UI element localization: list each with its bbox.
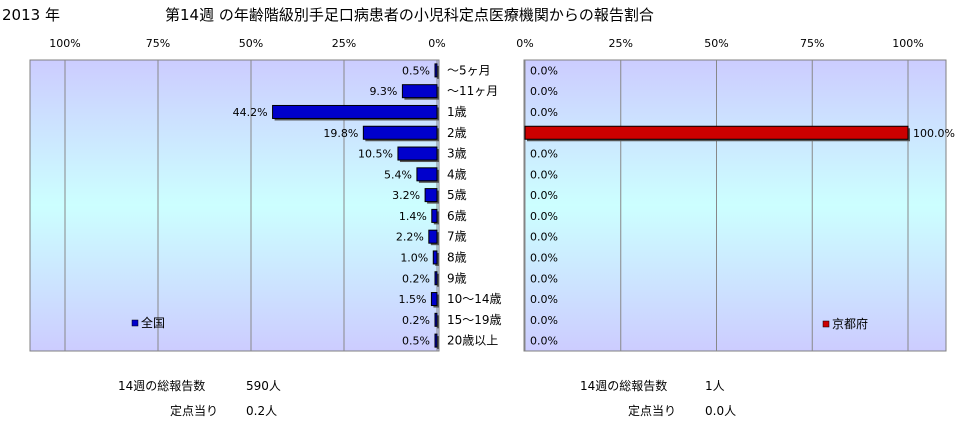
national-bar — [428, 229, 438, 244]
kyoto-total-value: 1人 — [705, 379, 725, 393]
category-label: 10～14歳 — [447, 292, 502, 306]
national-data-label: 3.2% — [392, 189, 420, 202]
category-label: 9歳 — [447, 271, 467, 285]
category-label: 3歳 — [447, 147, 467, 161]
national-bar-shadow — [437, 336, 439, 350]
category-label: ～5ヶ月 — [447, 63, 491, 77]
kyoto-legend-swatch — [822, 320, 830, 328]
national-data-label: 5.4% — [384, 168, 412, 181]
national-data-label: 10.5% — [358, 148, 393, 161]
national-data-label: 0.5% — [402, 335, 430, 348]
year-label: 2013 年 — [2, 6, 60, 24]
left-tick-label: 100% — [49, 37, 80, 50]
national-data-label: 0.5% — [402, 64, 430, 77]
kyoto-data-label: 100.0% — [913, 127, 955, 140]
category-label: 15～19歳 — [447, 313, 502, 327]
kyoto-data-label: 0.0% — [530, 293, 558, 306]
national-data-label: 0.2% — [402, 314, 430, 327]
left-tick-label: 50% — [239, 37, 263, 50]
category-label: 2歳 — [447, 126, 467, 140]
kyoto-data-label: 0.0% — [530, 251, 558, 264]
kyoto-data-label: 0.0% — [530, 189, 558, 202]
national-bar — [431, 208, 438, 223]
national-legend-label: 全国 — [141, 315, 165, 330]
category-label: 6歳 — [447, 209, 467, 223]
national-bar-shadow — [437, 65, 439, 79]
kyoto-per-value: 0.0人 — [705, 404, 737, 418]
kyoto-per-label: 定点当り — [628, 404, 677, 418]
national-bar — [272, 104, 438, 119]
right-plot-area — [523, 59, 947, 352]
national-per-label: 定点当り — [170, 404, 219, 418]
national-data-label: 2.2% — [396, 231, 424, 244]
national-data-label: 1.0% — [400, 251, 428, 264]
right-tick-label: 100% — [892, 37, 923, 50]
national-total-value: 590人 — [246, 379, 281, 393]
kyoto-data-label: 0.0% — [530, 231, 558, 244]
category-label: 1歳 — [447, 105, 467, 119]
category-label: 4歳 — [447, 167, 467, 181]
kyoto-data-label: 0.0% — [530, 272, 558, 285]
category-label: ～11ヶ月 — [447, 84, 498, 98]
kyoto-data-label: 0.0% — [530, 168, 558, 181]
national-bar — [434, 312, 438, 327]
national-legend-swatch — [131, 319, 139, 327]
national-data-label: 19.8% — [323, 127, 358, 140]
national-bar — [416, 167, 438, 182]
right-tick-label: 0% — [516, 37, 533, 50]
category-label: 5歳 — [447, 188, 467, 202]
right-tick-label: 75% — [800, 37, 824, 50]
kyoto-bar — [524, 125, 909, 140]
kyoto-total-label: 14週の総報告数 — [580, 379, 668, 393]
left-tick-label: 0% — [428, 37, 445, 50]
kyoto-data-label: 0.0% — [530, 335, 558, 348]
national-bar-shadow — [437, 315, 439, 329]
chart-title: 第14週 の年齢階級別手足口病患者の小児科定点医療機関からの報告割合 — [165, 6, 654, 24]
national-bar — [362, 125, 438, 140]
category-label: 20歳以上 — [447, 334, 498, 348]
national-bar — [434, 333, 438, 348]
kyoto-legend-label: 京都府 — [832, 316, 868, 331]
kyoto-data-label: 0.0% — [530, 64, 558, 77]
national-bar — [432, 250, 438, 265]
kyoto-data-label: 0.0% — [530, 85, 558, 98]
national-data-label: 44.2% — [233, 106, 268, 119]
national-bar — [401, 84, 438, 99]
national-data-label: 1.5% — [398, 293, 426, 306]
national-data-label: 1.4% — [399, 210, 427, 223]
national-bar — [434, 63, 438, 78]
national-total-label: 14週の総報告数 — [118, 379, 206, 393]
kyoto-data-label: 0.0% — [530, 148, 558, 161]
left-tick-label: 25% — [332, 37, 356, 50]
kyoto-data-label: 0.0% — [530, 210, 558, 223]
left-plot-area — [29, 59, 440, 352]
national-data-label: 9.3% — [369, 85, 397, 98]
right-tick-label: 25% — [609, 37, 633, 50]
national-bar — [434, 271, 438, 286]
left-tick-label: 75% — [146, 37, 170, 50]
category-label: 7歳 — [447, 230, 467, 244]
kyoto-data-label: 0.0% — [530, 314, 558, 327]
right-tick-label: 50% — [704, 37, 728, 50]
category-label: 8歳 — [447, 250, 467, 264]
national-data-label: 0.2% — [402, 272, 430, 285]
national-bar — [424, 188, 438, 203]
national-bar-shadow — [437, 273, 439, 287]
national-bar — [397, 146, 438, 161]
kyoto-data-label: 0.0% — [530, 106, 558, 119]
national-bar — [430, 292, 438, 307]
national-per-value: 0.2人 — [246, 404, 278, 418]
